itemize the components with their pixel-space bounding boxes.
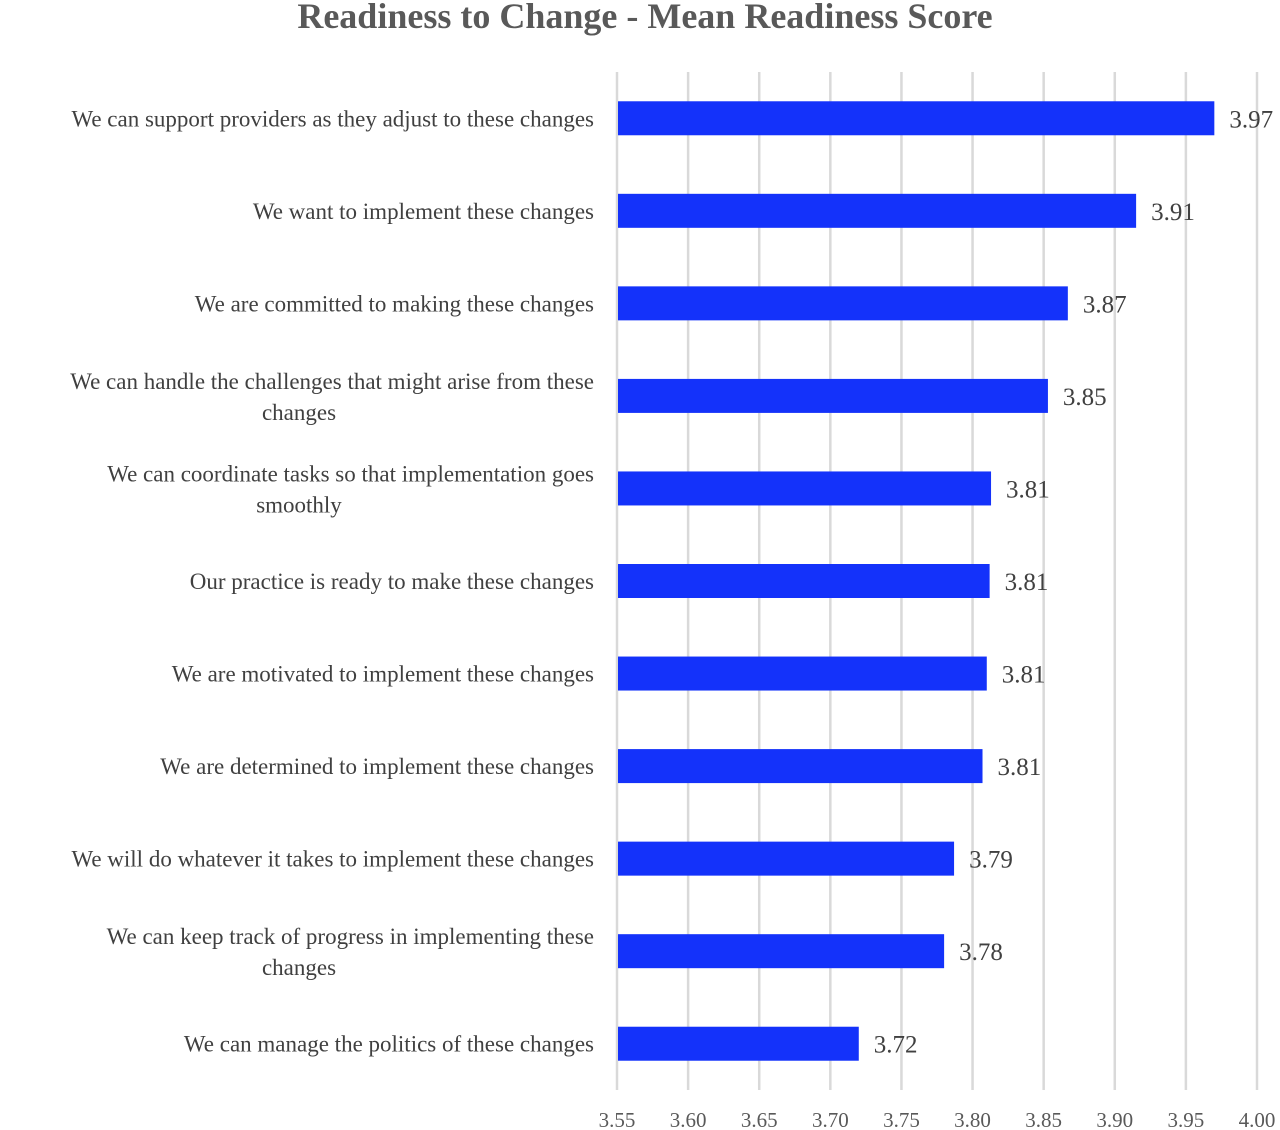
x-tick-label: 3.95 xyxy=(1168,1108,1205,1130)
bar xyxy=(618,101,1215,136)
x-tick-label: 3.55 xyxy=(599,1108,636,1130)
category-label: We can support providers as they adjust … xyxy=(71,106,594,131)
category-label: We can manage the politics of these chan… xyxy=(184,1032,594,1057)
category-label: We will do whatever it takes to implemen… xyxy=(71,847,594,872)
x-tick-label: 3.70 xyxy=(812,1108,849,1130)
x-tick-label: 3.80 xyxy=(954,1108,991,1130)
data-label: 3.81 xyxy=(1002,662,1046,689)
category-label: We are motivated to implement these chan… xyxy=(172,662,594,687)
bar xyxy=(618,286,1068,321)
x-tick-label: 3.90 xyxy=(1096,1108,1133,1130)
category-label: changes xyxy=(262,400,336,425)
category-label: We want to implement these changes xyxy=(253,199,594,224)
category-label: We can handle the challenges that might … xyxy=(70,369,594,394)
x-tick-label: 3.65 xyxy=(741,1108,778,1130)
bar xyxy=(618,378,1048,413)
data-labels: 3.97 3.91 3.87 3.85 3.81 3.81 3.81 3.81 3.79 3.78… xyxy=(874,106,1273,1058)
bar xyxy=(618,1026,859,1061)
category-label: changes xyxy=(262,955,336,980)
x-tick-label: 3.75 xyxy=(883,1108,920,1130)
category-label: We are determined to implement these cha… xyxy=(160,754,594,779)
data-label: 3.81 xyxy=(1005,569,1049,596)
x-axis-ticks: 3.55 3.60 3.65 3.70 3.75 3.80 3.85 3.90 3.95 4.00 xyxy=(599,1108,1276,1130)
bar xyxy=(618,564,990,598)
category-label: We can keep track of progress in impleme… xyxy=(107,924,594,949)
x-tick-label: 3.60 xyxy=(670,1108,707,1130)
category-label: smoothly xyxy=(256,492,342,517)
data-label: 3.81 xyxy=(1006,476,1050,503)
x-tick-label: 3.85 xyxy=(1025,1108,1062,1130)
data-label: 3.72 xyxy=(874,1032,918,1059)
category-label: Our practice is ready to make these chan… xyxy=(190,569,594,594)
bars xyxy=(618,101,1215,1061)
data-label: 3.91 xyxy=(1151,199,1195,226)
bar xyxy=(618,471,992,506)
data-label: 3.79 xyxy=(969,847,1013,874)
data-label: 3.78 xyxy=(959,939,1003,966)
bar xyxy=(618,193,1137,228)
category-label: We are committed to making these changes xyxy=(195,291,594,316)
category-labels: We can support providers as they adjust … xyxy=(70,106,594,1056)
x-tick-label: 4.00 xyxy=(1239,1108,1276,1130)
bar xyxy=(618,934,945,969)
bar xyxy=(618,841,955,876)
chart-title: Readiness to Change - Mean Readiness Sco… xyxy=(297,0,992,36)
bar xyxy=(618,749,983,784)
data-label: 3.87 xyxy=(1083,291,1127,318)
bar xyxy=(618,656,987,691)
data-label: 3.81 xyxy=(998,754,1042,781)
data-label: 3.97 xyxy=(1229,106,1273,133)
category-label: We can coordinate tasks so that implemen… xyxy=(107,461,594,486)
data-label: 3.85 xyxy=(1063,384,1107,411)
